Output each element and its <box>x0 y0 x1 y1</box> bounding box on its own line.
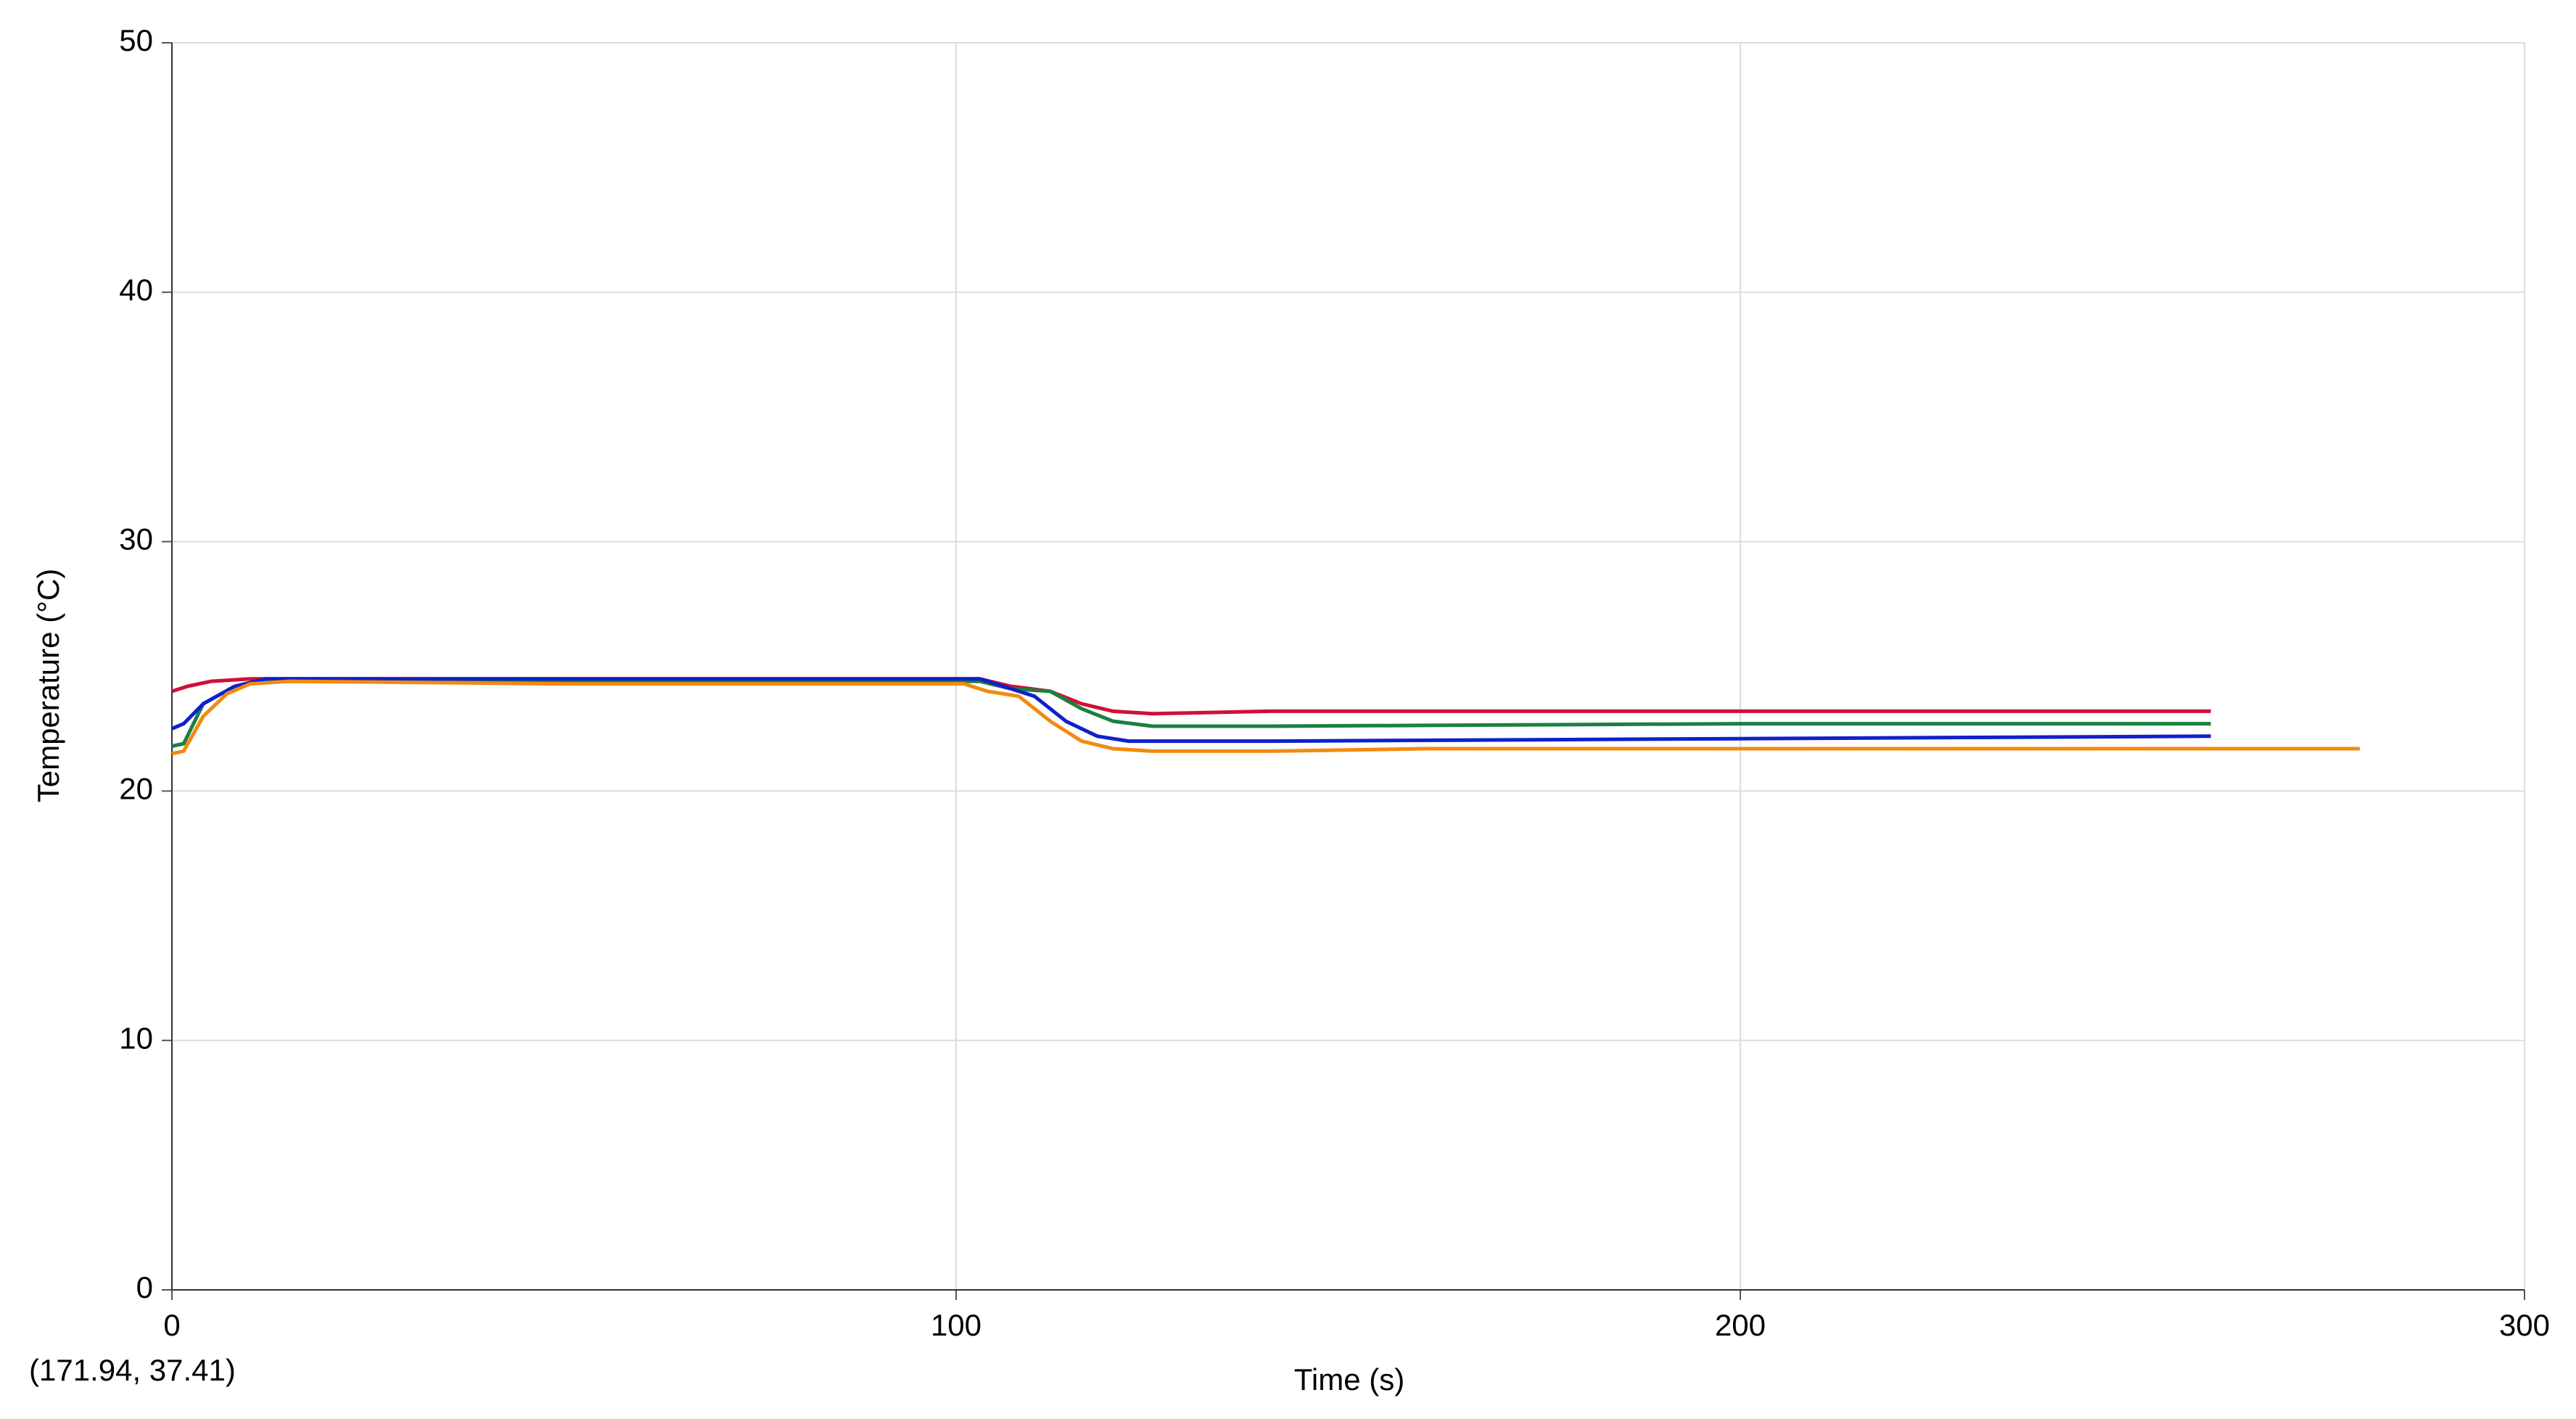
x-tick-label: 0 <box>163 1308 180 1342</box>
y-axis-title: Temperature (°C) <box>31 569 65 803</box>
y-tick-label: 10 <box>119 1021 153 1055</box>
x-tick-label: 200 <box>1715 1308 1766 1342</box>
y-tick-label: 40 <box>119 273 153 307</box>
plot-frame <box>171 43 2524 1291</box>
x-tick-label: 100 <box>931 1308 982 1342</box>
coordinate-readout: (171.94, 37.41) <box>29 1353 236 1387</box>
series-line <box>171 679 2360 756</box>
y-tick-label: 20 <box>119 771 153 805</box>
x-tick-label: 300 <box>2499 1308 2550 1342</box>
x-axis-title: Time (s) <box>1294 1362 1404 1397</box>
y-tick-label: 30 <box>119 522 153 556</box>
series-line <box>171 677 2211 744</box>
y-tick-label: 0 <box>136 1270 153 1304</box>
y-tick-label: 50 <box>119 23 153 57</box>
